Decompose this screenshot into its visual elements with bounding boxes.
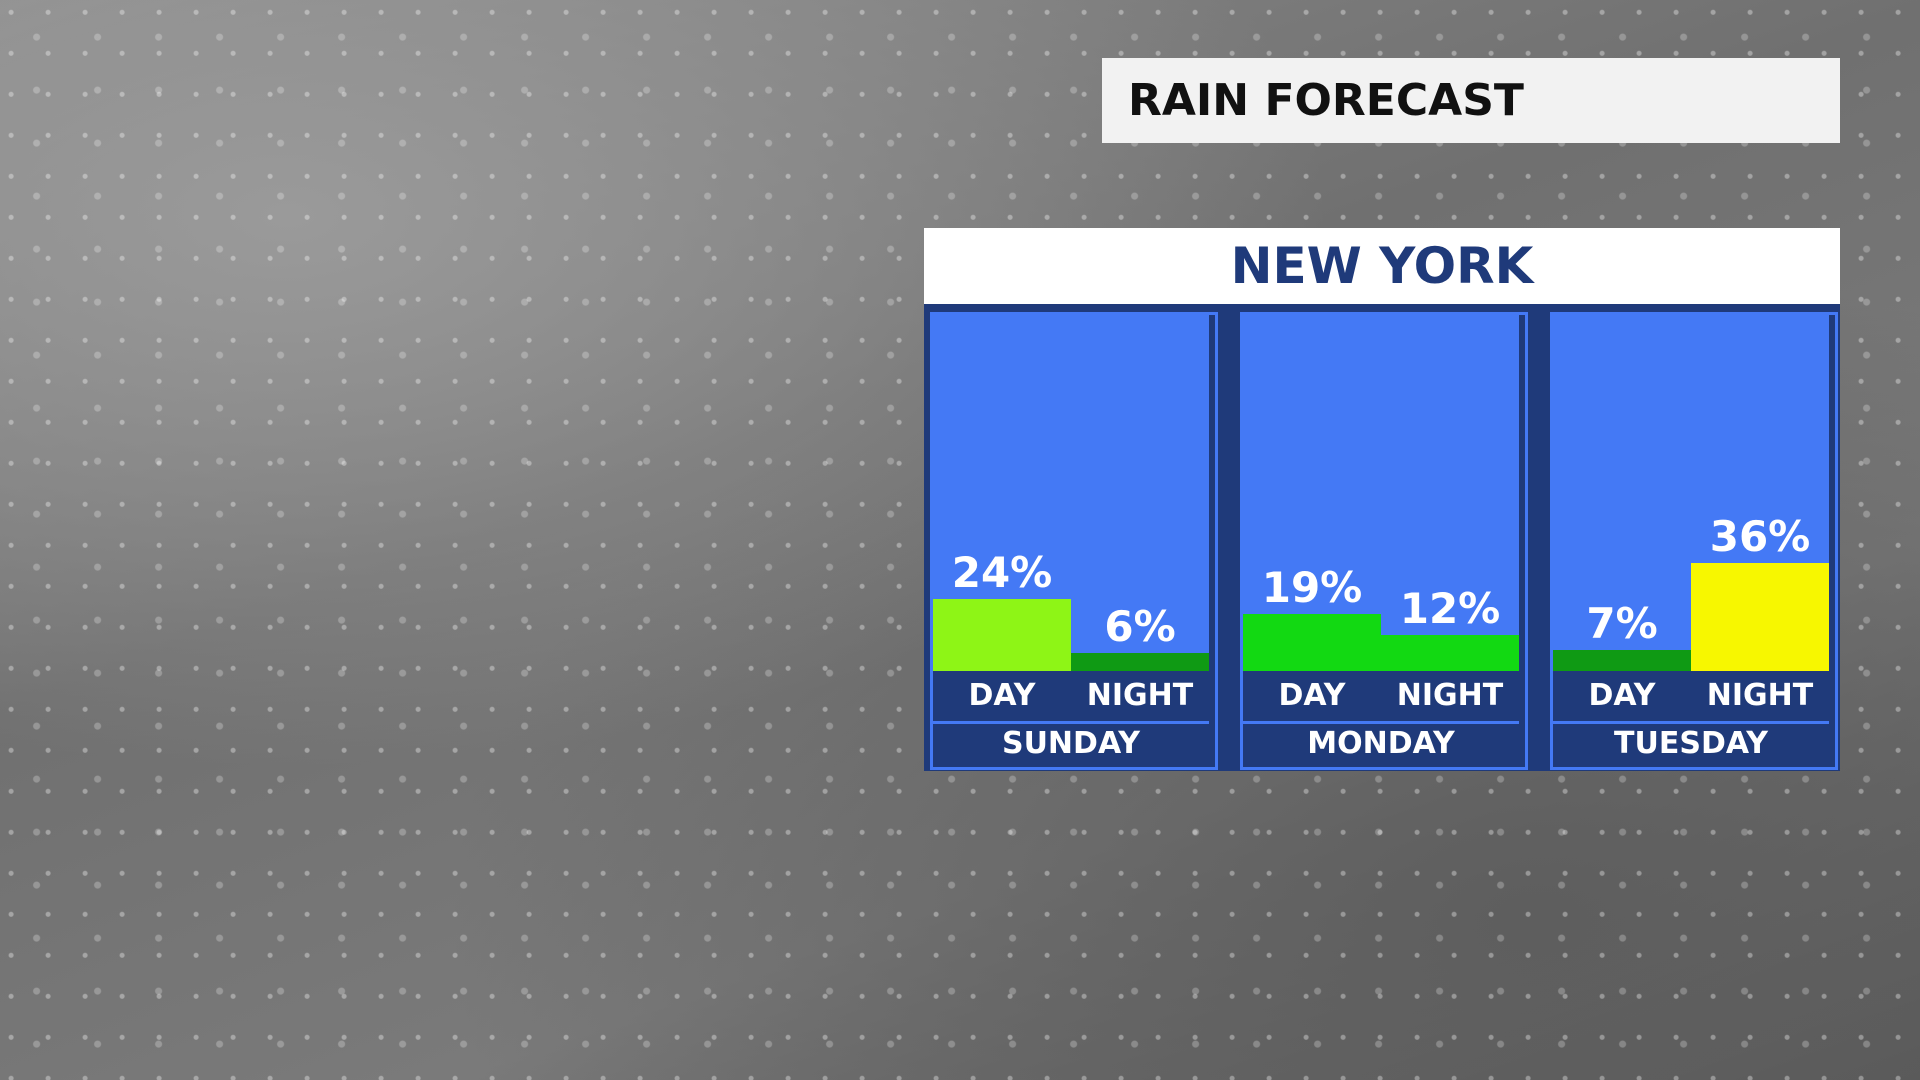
bar <box>1071 653 1209 671</box>
category-label: MONDAY <box>1243 721 1519 764</box>
title-box: RAIN FORECAST <box>1102 58 1840 143</box>
plot-area: 24% 6% <box>933 315 1209 671</box>
series-label: DAY <box>1588 678 1656 713</box>
bar <box>1381 635 1519 671</box>
category-label: SUNDAY <box>933 721 1209 764</box>
bar <box>933 599 1071 671</box>
bar <box>1243 614 1381 671</box>
series-label: NIGHT <box>1706 678 1814 713</box>
chart-subtitle: NEW YORK <box>924 228 1840 304</box>
value-label: 7% <box>1586 599 1658 648</box>
series-label: DAY <box>968 678 1036 713</box>
day-group: 24% 6% DAY NIGHT SUNDAY <box>930 312 1218 770</box>
plot-area: 7% 36% <box>1553 315 1829 671</box>
series-label: NIGHT <box>1086 678 1194 713</box>
value-label: 19% <box>1261 563 1363 612</box>
value-label: 6% <box>1104 602 1176 651</box>
value-label: 12% <box>1399 584 1501 633</box>
bar <box>1553 650 1691 671</box>
day-group: 19% 12% DAY NIGHT MONDAY <box>1240 312 1528 770</box>
plot-area: 19% 12% <box>1243 315 1519 671</box>
series-label: NIGHT <box>1396 678 1504 713</box>
value-label: 24% <box>951 548 1053 597</box>
day-group: 7% 36% DAY NIGHT TUESDAY <box>1550 312 1838 770</box>
bar <box>1691 563 1829 671</box>
chart-title: RAIN FORECAST <box>1128 75 1524 126</box>
chart-panel: 24% 6% DAY NIGHT SUNDAY 19% 12% DAY NIGHT MONDAY 7… <box>924 304 1840 771</box>
category-label: TUESDAY <box>1553 721 1829 764</box>
value-label: 36% <box>1709 512 1811 561</box>
series-label: DAY <box>1278 678 1346 713</box>
